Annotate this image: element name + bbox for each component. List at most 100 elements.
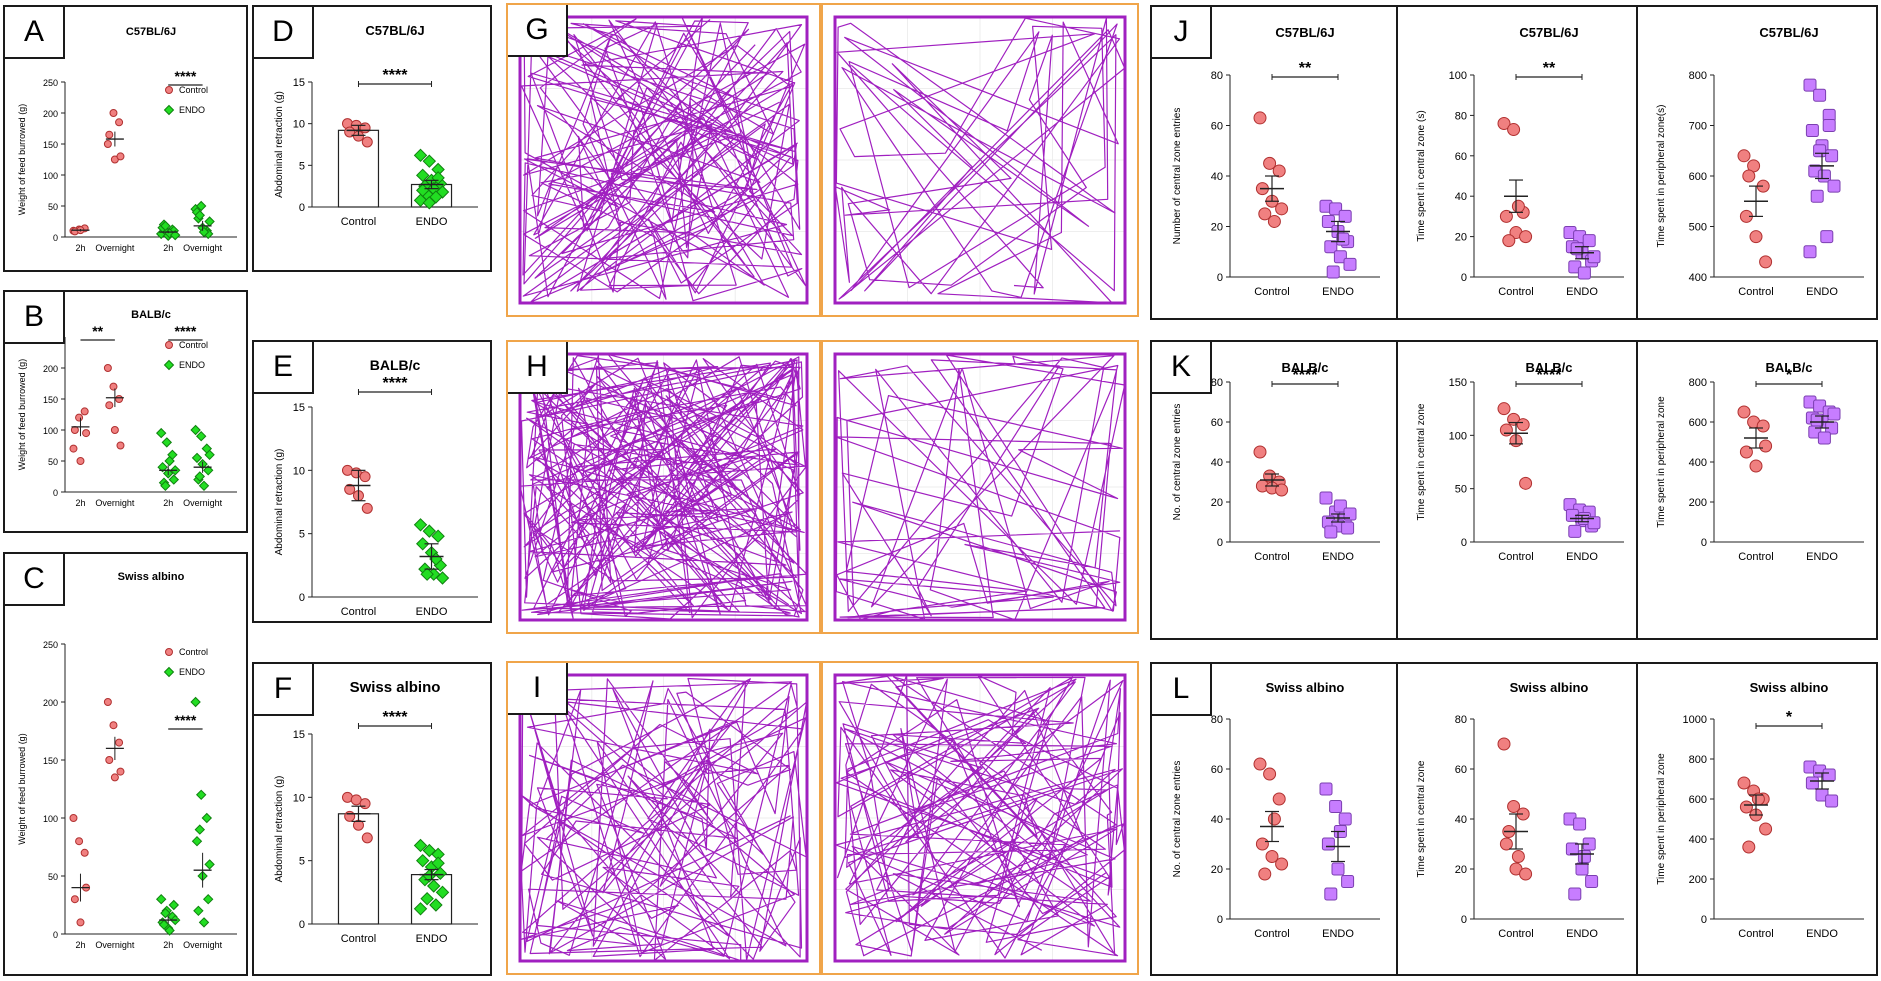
data-point [1263,156,1277,170]
x-tick-label: Control [1498,286,1533,298]
y-tick-label: 15 [293,729,305,741]
data-point [431,529,445,543]
panel-letter-c: C [5,554,65,606]
data-point [204,449,215,461]
x-tick-label: ENDO [1322,286,1354,298]
data-point [1507,800,1521,813]
data-point [1343,257,1357,271]
data-point [422,196,437,210]
data-point [1582,234,1596,248]
y-tick-label: 800 [1689,754,1707,766]
y-tick-label: 15 [293,77,305,89]
data-point [1803,78,1817,92]
y-axis-label: Weight of feed burrowed (g) [17,359,27,470]
y-tick-label: 0 [1217,272,1223,284]
chart-title: BALB/c [1526,360,1573,375]
data-point [155,427,167,439]
chart-title: C57BL/6J [1519,25,1578,40]
data-point [1275,202,1289,216]
data-point [1511,199,1525,213]
data-point [422,154,437,168]
data-point [1810,413,1824,427]
x-tick-label: 2h [75,498,85,508]
movement-track [519,354,808,620]
y-axis-label: Abdominal retraction (g) [274,776,285,883]
data-point [1585,875,1599,888]
data-point [1759,822,1773,836]
data-point [76,457,85,465]
chart-title: Swiss albino [118,571,185,583]
chart-d: C57BL/6J 0 5 10 15 Abdominal retraction (g) Co… [274,23,478,228]
data-point [413,902,428,916]
data-point [109,721,118,730]
x-tick-label: 2h [75,940,85,950]
data-point [1275,483,1289,497]
data-point [194,210,206,221]
chart-title: BALB/c [1766,360,1813,375]
divider [1636,342,1638,638]
y-tick-label: 0 [299,919,305,931]
x-tick-label: 2h [75,243,85,253]
divider [1636,664,1638,974]
y-tick-label: 150 [1449,377,1467,389]
y-tick-label: 40 [1211,171,1223,183]
data-point [76,918,85,927]
data-point [1742,840,1756,854]
data-point [1253,111,1267,125]
significance-label: **** [383,67,409,84]
data-point [190,424,201,436]
data-point [110,426,119,434]
data-point [165,648,173,656]
data-point [433,866,448,881]
legend-label: Control [179,340,208,350]
significance-label: **** [175,68,197,84]
data-point [169,229,181,241]
data-point [1324,525,1338,539]
x-tick-label: Overnight [183,243,223,253]
x-tick-label: ENDO [416,216,448,228]
data-point [70,895,79,904]
legend-label: ENDO [179,105,205,115]
y-tick-label: 0 [53,930,58,940]
y-tick-label: 200 [43,698,58,708]
data-point [1263,767,1277,781]
y-tick-label: 250 [43,78,58,88]
data-point [194,471,206,482]
y-tick-label: 100 [43,426,58,436]
data-point [1319,491,1333,505]
data-point [1759,439,1773,453]
chart-j: C57BL/6J 0 20 40 60 80 Number of central zone … [1172,25,1864,298]
chart-title: BALB/c [131,309,171,321]
data-point [1577,266,1591,280]
y-tick-label: 1000 [1683,714,1707,726]
data-point [1825,794,1839,808]
data-point [195,430,207,442]
data-point [1822,119,1836,132]
y-tick-label: 0 [299,592,305,604]
y-tick-label: 400 [1689,272,1707,284]
data-point [1267,812,1281,826]
y-tick-label: 200 [43,109,58,119]
data-point [165,86,173,94]
x-tick-label: Overnight [183,498,223,508]
data-point [109,109,118,117]
data-point [1333,250,1347,264]
data-point [115,118,124,127]
data-point [361,136,373,148]
x-tick-label: Control [1498,551,1533,563]
data-point [103,364,112,372]
data-point [168,474,180,485]
significance-label: * [1786,367,1793,384]
data-point [344,126,356,138]
data-point [420,567,434,581]
panel-letter-e: E [254,342,314,394]
x-tick-label: Control [1254,286,1289,298]
data-point [1749,230,1763,244]
y-tick-label: 60 [1455,151,1467,163]
data-point [413,148,428,163]
data-point [1570,242,1584,256]
data-point [160,907,171,919]
y-tick-label: 80 [1455,110,1467,122]
data-point [82,429,91,438]
data-point [413,518,428,532]
